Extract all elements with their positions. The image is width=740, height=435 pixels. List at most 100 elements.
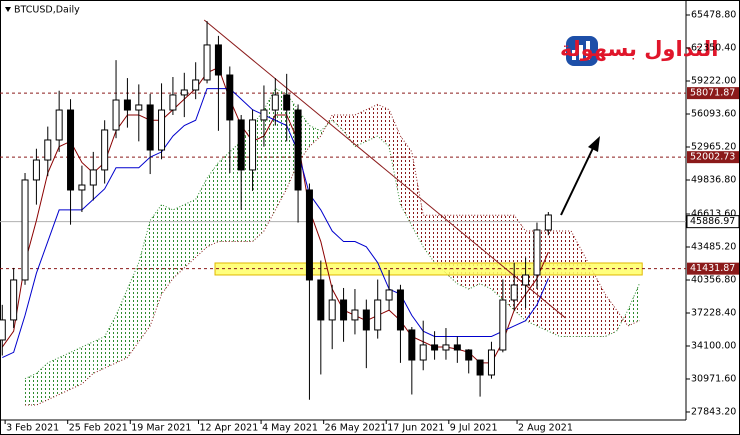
candle-body — [294, 109, 302, 191]
cloud-fill — [400, 136, 412, 226]
candle-body — [499, 299, 507, 351]
y-tick-label: 62350.40 — [691, 42, 736, 53]
y-tick-label: 30971.60 — [691, 373, 736, 384]
candle-body — [249, 119, 257, 171]
logo-text: التداول بسهولة — [560, 37, 718, 61]
cloud-fill — [93, 336, 105, 374]
logo-bar — [572, 50, 576, 60]
current-price-label: 45886.97 — [690, 216, 735, 227]
candle-body — [203, 44, 211, 81]
y-tick-label: 65478.80 — [691, 10, 736, 21]
cloud-fill — [59, 352, 71, 395]
cloud-fill — [70, 347, 82, 390]
cloud-fill — [571, 231, 583, 337]
cloud-fill — [605, 294, 617, 337]
cloud-fill — [104, 315, 117, 369]
y-tick-label: 56093.60 — [691, 108, 736, 119]
level-label-box — [687, 262, 739, 275]
candle-body — [533, 229, 541, 276]
cloud-fill — [434, 215, 446, 274]
x-tick-label: 3 Feb 2021 — [6, 423, 59, 434]
cloud-fill — [343, 114, 355, 147]
candle-body — [340, 299, 348, 321]
candle-body — [112, 99, 120, 131]
x-tick-label: 19 Mar 2021 — [131, 423, 191, 434]
cloud-fill — [81, 341, 94, 384]
cloud-fill — [457, 215, 469, 290]
candle-body — [169, 94, 177, 111]
y-tick-label: 46613.60 — [691, 208, 736, 219]
candle-body — [10, 279, 18, 321]
logo: التداول بسهولة — [560, 36, 718, 66]
candle-body — [135, 104, 143, 111]
cloud-fill — [161, 204, 173, 295]
cloud-fill — [47, 357, 60, 400]
candle-body — [305, 189, 313, 281]
cloud-fill — [36, 362, 48, 406]
cloud-fill — [548, 231, 560, 337]
cloud-fill — [320, 114, 333, 137]
y-tick-label: 43485.20 — [691, 241, 736, 252]
level-label-box — [687, 151, 739, 164]
candle-body — [226, 74, 234, 121]
cloud-fill — [184, 199, 196, 268]
cloud-fill — [377, 104, 390, 147]
candle-body — [385, 289, 393, 301]
x-tick-label: 26 May 2021 — [325, 423, 387, 434]
cloud-fill — [218, 151, 230, 242]
cloud-fill — [354, 109, 367, 147]
x-tick-label: 9 Jul 2021 — [450, 423, 498, 434]
candle-body — [21, 179, 29, 281]
cloud-fill — [616, 310, 628, 332]
cloud-fill — [366, 104, 378, 142]
candle-body — [237, 119, 245, 171]
candle-body — [123, 99, 131, 111]
y-tick-label: 37228.40 — [691, 307, 736, 318]
candle-body — [317, 279, 325, 321]
level-label: 41431.87 — [690, 263, 735, 274]
candle-body — [476, 359, 484, 376]
trendline — [203, 19, 566, 319]
candle-body — [374, 299, 382, 331]
candle-body — [419, 344, 427, 361]
candle-body — [89, 169, 97, 186]
candle-body — [487, 349, 495, 376]
current-price-box — [686, 215, 740, 229]
candle-body — [442, 344, 450, 351]
candle-body — [351, 309, 359, 321]
candle-body — [465, 349, 473, 361]
logo-bar — [579, 45, 583, 60]
x-tick-label: 17 Jun 2021 — [387, 423, 444, 434]
candle-body — [396, 289, 404, 331]
candle-body — [408, 329, 416, 361]
candle-body — [544, 214, 552, 231]
candle-body — [283, 94, 291, 111]
cloud-fill — [332, 114, 344, 131]
x-tick-label: 25 Feb 2021 — [69, 423, 128, 434]
y-tick-label: 34100.00 — [691, 340, 736, 351]
candle-body — [510, 284, 518, 301]
span-a — [24, 87, 640, 380]
cloud-fill — [207, 162, 219, 247]
y-tick-label: 52965.20 — [691, 141, 736, 152]
level-label: 58071.87 — [690, 88, 735, 99]
cloud-fill — [491, 215, 503, 300]
cloud-fill — [150, 204, 162, 326]
candle-body — [67, 109, 75, 191]
chart-title: BTCUSD,Daily — [14, 5, 80, 16]
candle-body — [362, 309, 370, 331]
y-tick-label: 59222.00 — [691, 75, 736, 86]
candle-body — [180, 89, 188, 96]
cloud-fill — [389, 109, 401, 205]
cloud-fill — [172, 204, 185, 279]
x-tick-label: 12 Apr 2021 — [200, 423, 259, 434]
cloud-fill — [25, 373, 37, 406]
y-tick-label: 40356.80 — [691, 274, 736, 285]
level-label-box — [687, 87, 739, 100]
candle-body — [32, 159, 40, 181]
candle-body — [158, 109, 166, 151]
x-tick-label: 2 Aug 2021 — [518, 423, 573, 434]
cloud-fill — [627, 283, 640, 326]
